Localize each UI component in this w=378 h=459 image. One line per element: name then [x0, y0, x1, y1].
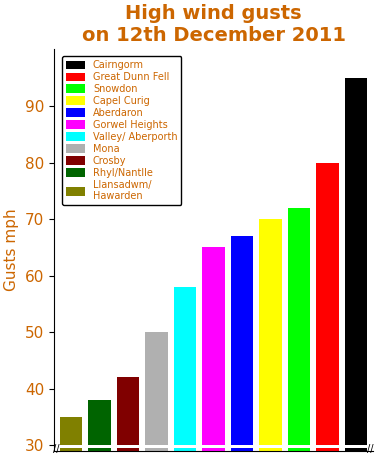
Bar: [259, 219, 282, 445]
Bar: [59, 448, 82, 453]
Bar: [174, 287, 197, 445]
Bar: [88, 400, 111, 445]
Bar: [145, 448, 168, 453]
Bar: [174, 448, 197, 453]
Y-axis label: Gusts mph: Gusts mph: [4, 209, 19, 291]
Bar: [288, 208, 310, 445]
Legend: Cairngorm, Great Dunn Fell, Snowdon, Capel Curig, Aberdaron, Gorwel Heights, Val: Cairngorm, Great Dunn Fell, Snowdon, Cap…: [62, 56, 181, 205]
Title: High wind gusts
on 12th December 2011: High wind gusts on 12th December 2011: [82, 4, 345, 45]
Bar: [345, 448, 367, 453]
Bar: [345, 78, 367, 445]
Bar: [288, 448, 310, 453]
Bar: [202, 448, 225, 453]
Bar: [231, 236, 253, 445]
Bar: [88, 448, 111, 453]
Bar: [116, 448, 139, 453]
Bar: [145, 332, 168, 445]
Bar: [116, 377, 139, 445]
Text: //: //: [367, 444, 373, 454]
Bar: [202, 247, 225, 445]
Text: //: //: [53, 444, 60, 454]
Bar: [316, 162, 339, 445]
Bar: [259, 448, 282, 453]
Bar: [316, 448, 339, 453]
Bar: [59, 417, 82, 445]
Bar: [231, 448, 253, 453]
